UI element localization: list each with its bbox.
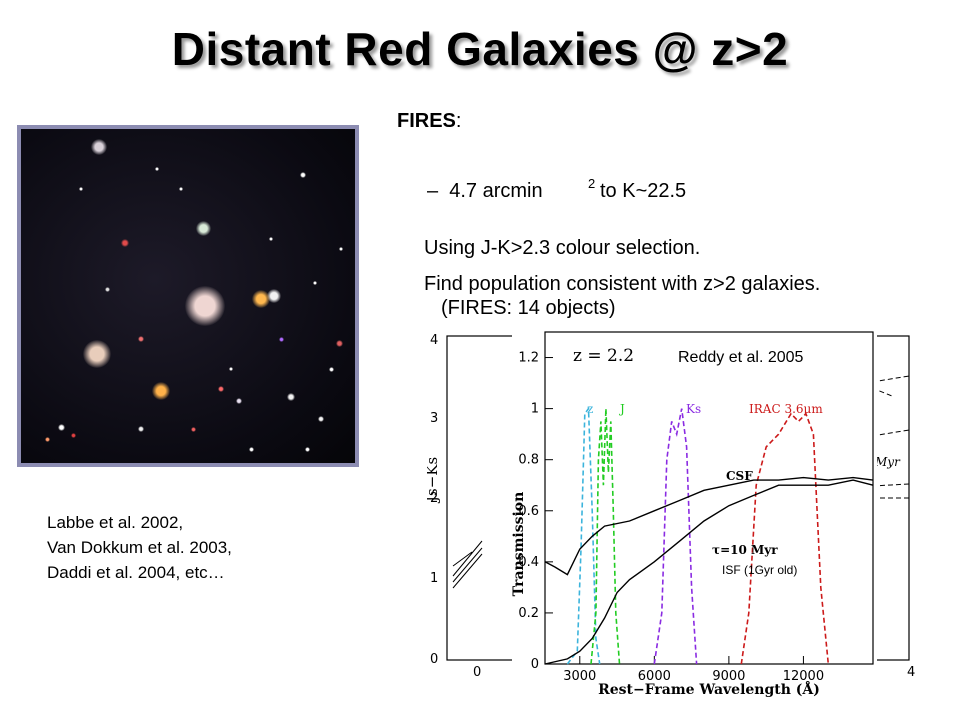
galaxy xyxy=(248,446,254,452)
galaxy xyxy=(79,187,83,191)
fires-count-text: (FIRES: 14 objects) xyxy=(441,297,616,319)
series-line-1 xyxy=(590,408,621,665)
filter-label-irac: IRAC 3.6μm xyxy=(749,402,823,416)
galaxy xyxy=(318,416,324,422)
galaxy xyxy=(44,436,50,442)
y-tick-label: 0.8 xyxy=(518,453,539,468)
galaxy xyxy=(236,398,242,404)
series-line-0 xyxy=(566,406,601,665)
isf-label: ISF (1Gyr old) xyxy=(722,563,797,577)
back-right-label: Myr xyxy=(874,455,901,469)
series-line-5 xyxy=(544,479,874,665)
area-bullet: – 4.7 arcmin xyxy=(427,180,543,203)
galaxy xyxy=(179,187,183,191)
area-text: 4.7 arcmin xyxy=(449,180,543,202)
y-tick-label: 0.4 xyxy=(518,555,539,570)
plot-frame xyxy=(544,331,874,665)
galaxy xyxy=(267,289,281,303)
back-xtick: 0 xyxy=(473,665,481,680)
transmission-panel: 3000 6000 9000 12000 0 0.2 0.4 0.6 0.8 1 1.2 Trans… xyxy=(511,326,877,710)
series-line-2 xyxy=(653,408,698,665)
galaxy xyxy=(152,382,170,400)
galaxy xyxy=(335,339,343,347)
galaxy xyxy=(313,281,317,285)
galaxy xyxy=(195,220,211,236)
back-ytick: 3 xyxy=(430,411,438,426)
back-xtick: 4 xyxy=(907,665,915,680)
galaxy xyxy=(190,426,196,432)
y-axis-label: Transmission xyxy=(511,492,527,597)
galaxy xyxy=(278,336,284,342)
galaxy xyxy=(300,172,306,178)
back-panel-curves-right xyxy=(871,375,910,499)
galaxy xyxy=(287,393,295,401)
galaxy xyxy=(91,139,107,155)
reference-line: Labbe et al. 2002, xyxy=(47,513,184,532)
deep-field-image-frame xyxy=(17,125,359,467)
back-ylabel: Js−Ks xyxy=(427,457,441,504)
tau-label: τ=10 Myr xyxy=(712,543,778,557)
galaxy xyxy=(83,340,111,368)
y-tick-label: 0 xyxy=(531,657,539,672)
fires-colon: : xyxy=(455,110,462,132)
reference-line: Daddi et al. 2004, etc… xyxy=(47,563,225,582)
galaxy xyxy=(328,366,334,372)
galaxy xyxy=(70,432,76,438)
x-tick-label: 9000 xyxy=(712,669,745,684)
references: Labbe et al. 2002, Van Dokkum et al. 200… xyxy=(47,510,232,585)
axis-ticks: 3000 6000 9000 12000 0 0.2 0.4 0.6 0.8 1 1.2 xyxy=(518,351,824,684)
area-superscript: 2 xyxy=(588,176,596,191)
galaxy xyxy=(229,367,233,371)
x-tick-label: 6000 xyxy=(638,669,671,684)
y-tick-label: 0.6 xyxy=(518,504,539,519)
y-tick-label: 1.2 xyxy=(518,351,539,366)
galaxy xyxy=(138,336,144,342)
reference-line: Van Dokkum et al. 2003, xyxy=(47,538,232,557)
csf-label: CSF xyxy=(726,469,753,483)
galaxy xyxy=(252,290,270,308)
series-layer xyxy=(544,406,874,665)
galaxy xyxy=(155,167,159,171)
population-text: Find population consistent with z>2 gala… xyxy=(424,273,821,295)
galaxy xyxy=(185,286,225,326)
galaxy xyxy=(269,237,273,241)
fires-label: FIRES xyxy=(397,110,456,132)
y-tick-label: 0.2 xyxy=(518,606,539,621)
transmission-figure: Js−Ks 0 1 2 3 4 0 4 Myr 3000 6000 9000 1200… xyxy=(427,326,915,710)
fires-heading: FIRES: xyxy=(397,110,461,133)
galaxy xyxy=(138,426,144,432)
x-tick-label: 3000 xyxy=(563,669,596,684)
galaxy xyxy=(339,247,343,251)
back-ytick: 1 xyxy=(430,571,438,586)
k-limit-text: to K~22.5 xyxy=(600,180,687,202)
deep-field-image xyxy=(21,129,355,463)
galaxy xyxy=(218,386,224,392)
filter-label-z: z xyxy=(587,402,593,416)
filter-label-j: J xyxy=(618,402,625,416)
galaxy xyxy=(104,286,110,292)
series-line-4 xyxy=(544,476,874,576)
back-ytick: 4 xyxy=(430,333,438,348)
front-panel-background xyxy=(512,326,877,710)
x-axis-label: Rest−Frame Wavelength (Å) xyxy=(598,680,820,698)
galaxy xyxy=(304,446,310,452)
colour-selection-text: Using J-K>2.3 colour selection. xyxy=(424,237,701,259)
bullet-marker: – xyxy=(427,180,439,202)
slide-title: Distant Red Galaxies @ z>2 xyxy=(171,23,789,75)
redshift-label: z = 2.2 xyxy=(573,346,634,366)
galaxy xyxy=(121,239,129,247)
galaxy xyxy=(57,423,65,431)
y-tick-label: 1 xyxy=(531,402,539,417)
back-ytick: 2 xyxy=(430,491,438,506)
figure-credit: Reddy et al. 2005 xyxy=(678,349,804,366)
filter-label-ks: Ks xyxy=(686,402,701,416)
back-ytick: 0 xyxy=(430,652,438,667)
back-panel-curves-left xyxy=(452,540,483,589)
x-tick-label: 12000 xyxy=(783,669,824,684)
